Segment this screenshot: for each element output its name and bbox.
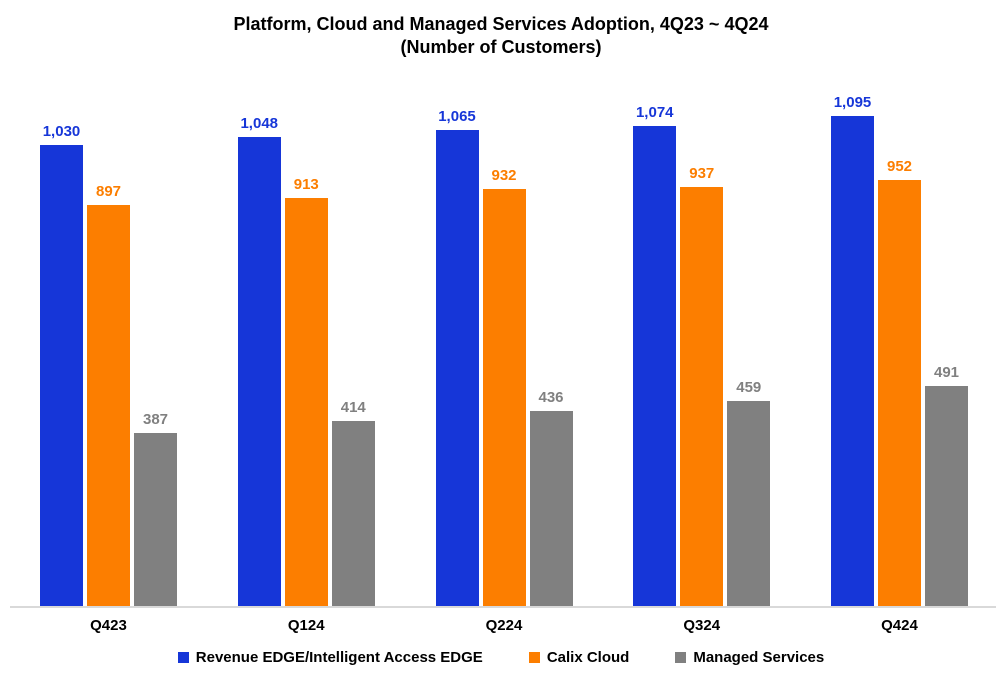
bar: [925, 386, 968, 606]
bar: [727, 401, 771, 606]
bar-cell: 436: [529, 389, 573, 606]
legend-item: Managed Services: [675, 649, 824, 666]
bar-value-label: 387: [142, 411, 169, 428]
bar-cell: 932: [482, 167, 526, 606]
bar-cell: 1,048: [237, 115, 281, 606]
bar-cell: 913: [284, 176, 328, 606]
bar-cell: 1,074: [633, 104, 677, 606]
legend-label: Revenue EDGE/Intelligent Access EDGE: [195, 649, 483, 666]
bar-cell: 897: [87, 183, 130, 606]
bar-value-label: 414: [340, 399, 366, 416]
bar: [87, 205, 130, 606]
chart-title-line2: (Number of Customers): [400, 36, 602, 57]
bar-value-label: 1,074: [635, 104, 674, 121]
legend-swatch-icon: [177, 652, 189, 663]
legend-label: Managed Services: [693, 649, 825, 666]
bar-group-q224: 1,065 932 436: [435, 108, 573, 606]
chart-legend: Revenue EDGE/Intelligent Access EDGE Cali…: [0, 649, 1002, 666]
bar-group-q424: 1,095 952 491: [831, 94, 968, 606]
bar: [284, 198, 328, 606]
bar-cell: 1,065: [435, 108, 479, 606]
bar: [435, 130, 479, 606]
x-axis-label: Q324: [683, 617, 721, 634]
x-axis-label: Q424: [881, 617, 918, 634]
x-axis-label: Q124: [287, 617, 325, 634]
bar-cell: 937: [680, 165, 724, 606]
bar: [633, 126, 677, 606]
bar: [331, 421, 375, 606]
bar-cell: 1,095: [831, 94, 874, 606]
bar-cell: 952: [878, 158, 921, 606]
chart-title-line1: Platform, Cloud and Managed Services Ado…: [233, 14, 769, 34]
bar-group-q124: 1,048 913 414: [237, 115, 375, 606]
bar: [40, 145, 83, 606]
x-axis-labels: Q423 Q124 Q224 Q324 Q424: [0, 617, 1002, 634]
bar: [831, 116, 874, 606]
bar-value-label: 1,048: [240, 115, 279, 132]
bar-value-label: 436: [538, 389, 564, 406]
bar-group-q423: 1,030 897 387: [40, 123, 177, 606]
bar-cell: 387: [134, 411, 177, 606]
legend-item: Calix Cloud: [528, 649, 630, 666]
bar-value-label: 1,065: [438, 108, 476, 125]
legend-swatch-icon: [675, 652, 687, 663]
legend-swatch-icon: [528, 652, 540, 663]
bar-value-label: 897: [95, 183, 122, 200]
bar-group-q324: 1,074 937 459: [633, 104, 771, 606]
bar-cell: 491: [925, 364, 968, 606]
bar-value-label: 937: [689, 165, 715, 182]
x-axis-line: [10, 606, 996, 608]
bar: [878, 180, 921, 606]
bar: [680, 187, 724, 606]
x-axis-label: Q423: [90, 617, 127, 634]
bar-value-label: 1,095: [833, 94, 872, 111]
bar-value-label: 932: [491, 167, 517, 184]
legend-item: Revenue EDGE/Intelligent Access EDGE: [177, 649, 483, 666]
bar: [237, 137, 281, 606]
bar-cell: 1,030: [40, 123, 83, 606]
bar: [134, 433, 177, 606]
x-axis-label: Q224: [485, 617, 523, 634]
bar-value-label: 952: [886, 158, 913, 175]
bar-cell: 459: [727, 379, 771, 606]
bar-value-label: 1,030: [42, 123, 81, 140]
legend-label: Calix Cloud: [546, 649, 630, 666]
plot-area: 1,030 897 387 1,048 913 414 1,065 932 436 1,074 93…: [0, 62, 1002, 608]
chart-title: Platform, Cloud and Managed Services Ado…: [0, 0, 1002, 58]
bar-value-label: 913: [293, 176, 319, 193]
bar-groups: 1,030 897 387 1,048 913 414 1,065 932 436 1,074 93…: [0, 62, 1002, 606]
bar-cell: 414: [331, 399, 375, 606]
bar: [482, 189, 526, 606]
bar: [529, 411, 573, 606]
bar-value-label: 491: [933, 364, 960, 381]
bar-value-label: 459: [736, 379, 762, 396]
